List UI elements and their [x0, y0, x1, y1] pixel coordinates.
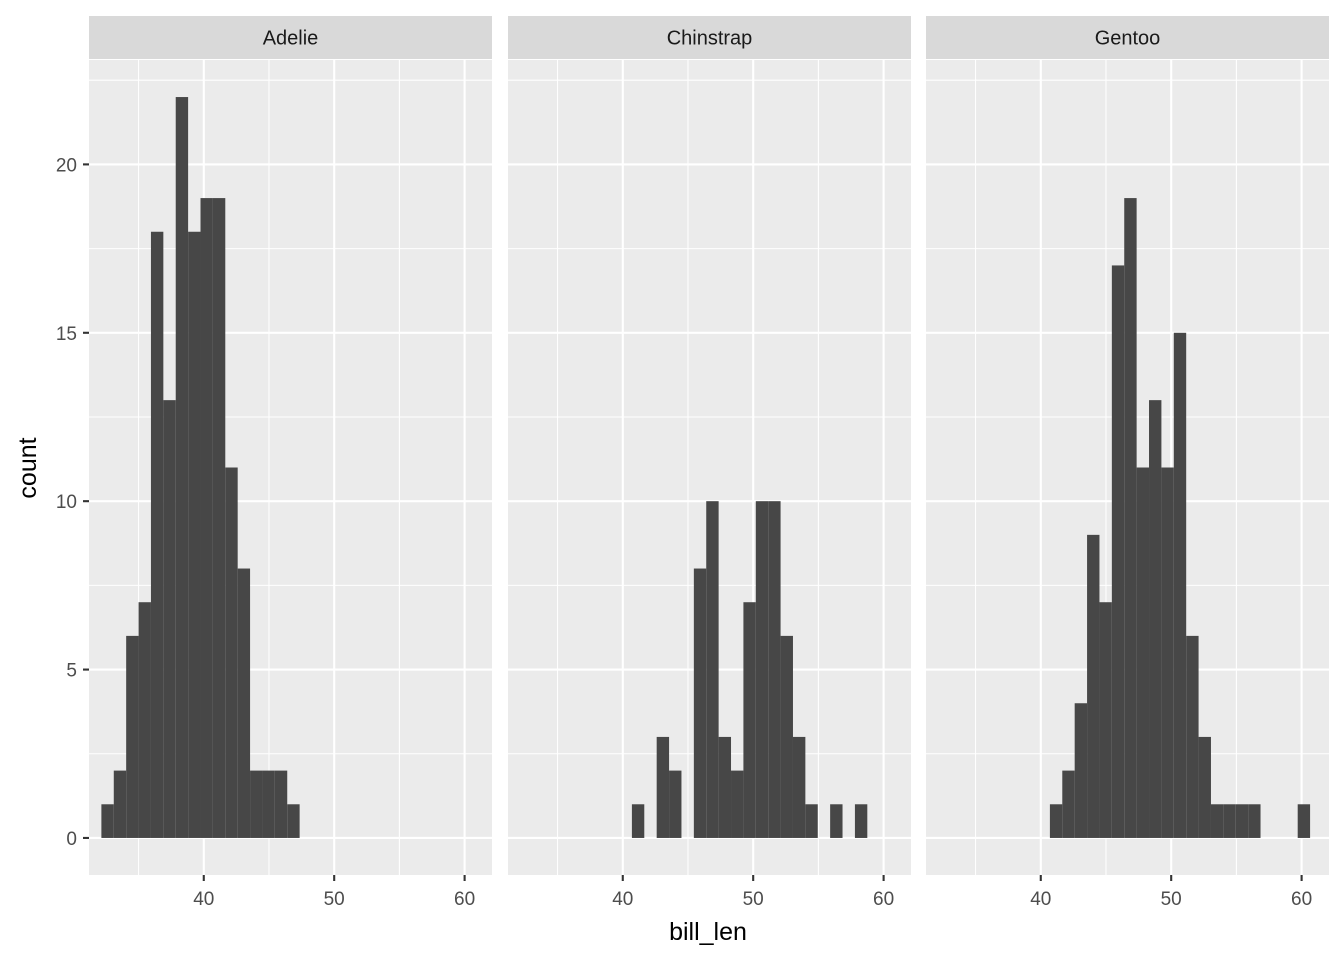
facet-panel-adelie: Adelie	[89, 16, 492, 875]
histogram-bar	[693, 568, 707, 838]
histogram-bar	[706, 501, 719, 838]
histogram-bar	[669, 770, 682, 838]
histogram-bar	[262, 770, 275, 838]
histogram-bar	[1186, 635, 1199, 838]
x-axis-title: bill_len	[669, 918, 747, 946]
histogram-bar	[1235, 804, 1249, 838]
facet-strip-label: Chinstrap	[667, 28, 753, 50]
histogram-bar	[1124, 198, 1137, 838]
histogram-bar	[138, 602, 151, 838]
histogram-bar	[150, 231, 164, 838]
histogram-bar	[792, 736, 806, 838]
facet-strip	[926, 16, 1329, 59]
facet-strip	[89, 16, 492, 59]
histogram-bar	[1136, 467, 1150, 838]
facet-strip-label: Gentoo	[1095, 28, 1161, 50]
histogram-bar	[200, 198, 213, 838]
x-tick-label: 40	[1030, 889, 1051, 910]
histogram-bar	[225, 467, 238, 838]
histogram-bar	[631, 804, 645, 838]
histogram-bar	[175, 97, 189, 838]
histogram-bar	[163, 400, 176, 838]
y-tick-label: 10	[56, 492, 77, 513]
histogram-bar	[1062, 770, 1075, 838]
histogram-bar	[212, 198, 226, 838]
facet-panels: Adelie Chinstrap Gentoo	[89, 16, 1329, 875]
x-tick-label: 50	[743, 889, 764, 910]
histogram-bar	[1198, 736, 1211, 838]
histogram-bar	[101, 804, 114, 838]
histogram-bar	[1248, 804, 1261, 838]
histogram-bar	[113, 770, 127, 838]
x-tick-label: 60	[454, 889, 475, 910]
histogram-bar	[1210, 804, 1224, 838]
histogram-bar	[743, 602, 756, 838]
histogram-bar	[1074, 703, 1088, 838]
histogram-bar	[1297, 804, 1311, 838]
histogram-bar	[755, 501, 769, 838]
y-axis: 0 5 10 15 20	[56, 155, 89, 850]
histogram-bar	[656, 736, 670, 838]
histogram-bar	[1223, 804, 1236, 838]
histogram-bar	[854, 804, 868, 838]
x-tick-label: 40	[193, 889, 214, 910]
histogram-bar	[731, 770, 744, 838]
histogram-bar	[768, 501, 781, 838]
histogram-bar	[250, 770, 263, 838]
y-axis-title: count	[14, 437, 42, 498]
histogram-bar	[1087, 534, 1100, 838]
x-axis: 40 50 60 40 50 60 40 50 60	[193, 875, 1312, 910]
histogram-bar	[188, 231, 201, 838]
histogram-bar	[237, 568, 251, 838]
y-tick-label: 0	[66, 829, 77, 850]
facet-strip-label: Adelie	[263, 28, 319, 50]
y-tick-label: 20	[56, 155, 77, 176]
histogram-bar	[1149, 400, 1162, 838]
facet-panel-gentoo: Gentoo	[926, 16, 1329, 875]
x-tick-label: 50	[1161, 889, 1182, 910]
histogram-bar	[1161, 467, 1174, 838]
histogram-bar	[287, 804, 300, 838]
y-tick-label: 15	[56, 324, 77, 345]
facet-strip	[508, 16, 911, 59]
histogram-bar	[1099, 602, 1112, 838]
histogram-bar	[780, 635, 793, 838]
histogram-bar	[830, 804, 843, 838]
x-tick-label: 50	[324, 889, 345, 910]
x-tick-label: 60	[873, 889, 894, 910]
histogram-bar	[718, 736, 732, 838]
histogram-bar	[126, 635, 139, 838]
histogram-bar	[805, 804, 818, 838]
facet-panel-chinstrap: Chinstrap	[508, 16, 911, 875]
y-tick-label: 5	[66, 661, 77, 682]
x-tick-label: 40	[612, 889, 633, 910]
histogram-bar	[1111, 265, 1125, 838]
histogram-bar	[1049, 804, 1063, 838]
histogram-bar	[274, 770, 288, 838]
histogram-bar	[1173, 332, 1187, 838]
x-tick-label: 60	[1291, 889, 1312, 910]
